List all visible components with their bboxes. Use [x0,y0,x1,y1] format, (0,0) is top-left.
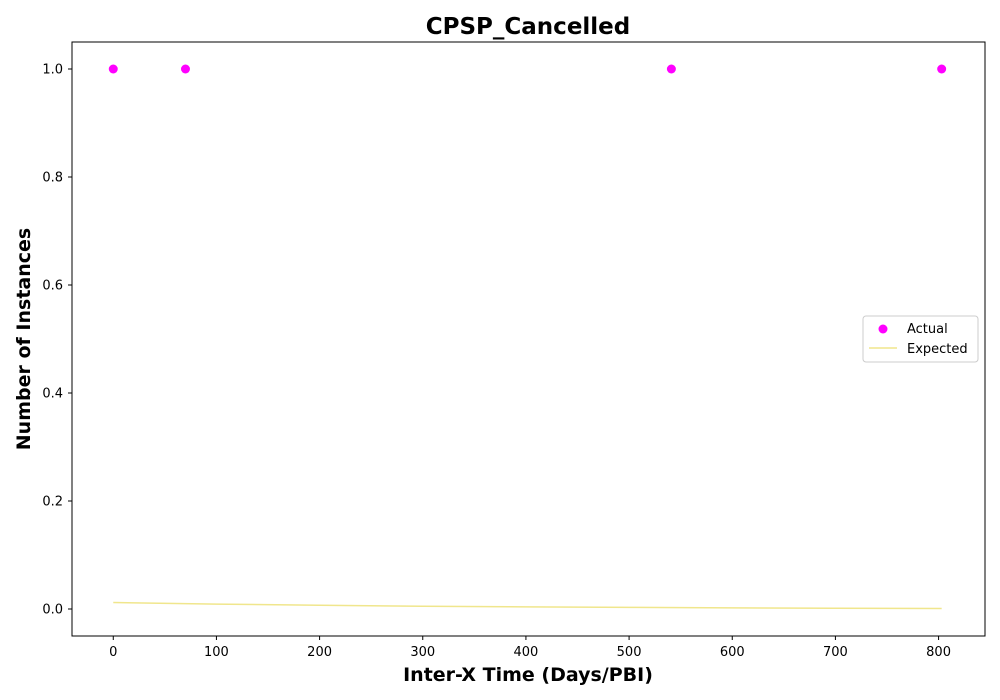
x-tick-label: 200 [307,645,332,660]
legend-expected-label: Expected [907,342,968,357]
y-tick-label: 0.2 [42,495,63,510]
legend-frame [862,315,979,363]
plot-frame [71,41,986,637]
expected-line [113,601,942,610]
x-tick-label: 100 [204,645,229,660]
y-tick-label: 0.6 [42,279,63,294]
x-tick-label: 600 [720,645,745,660]
actual-point [108,64,118,74]
x-tick-label: 700 [823,645,848,660]
x-tick-label: 400 [514,645,539,660]
chart-title: CPSP_Cancelled [426,14,631,40]
y-tick-label: 0.8 [42,171,63,186]
series-layer [108,64,947,610]
x-axis-label: Inter-X Time (Days/PBI) [403,664,653,686]
actual-point [180,64,190,74]
legend-actual-marker [878,324,888,334]
actual-point [666,64,676,74]
actual-point [937,64,947,74]
x-tick-label: 300 [410,645,435,660]
x-tick-label: 0 [109,645,117,660]
y-tick-label: 0.0 [42,603,63,618]
y-tick-label: 0.4 [42,387,63,402]
x-tick-label: 500 [617,645,642,660]
y-tick-label: 1.0 [42,63,63,78]
legend-actual-label: Actual [907,322,948,337]
x-tick-label: 800 [926,645,951,660]
legend: Actual Expected [862,315,979,363]
y-axis-label: Number of Instances [13,228,35,450]
ticks-layer: 0 100 200 300 400 500 600 700 800 0.0 0.2 0.4 0.6 0.8… [42,63,951,661]
